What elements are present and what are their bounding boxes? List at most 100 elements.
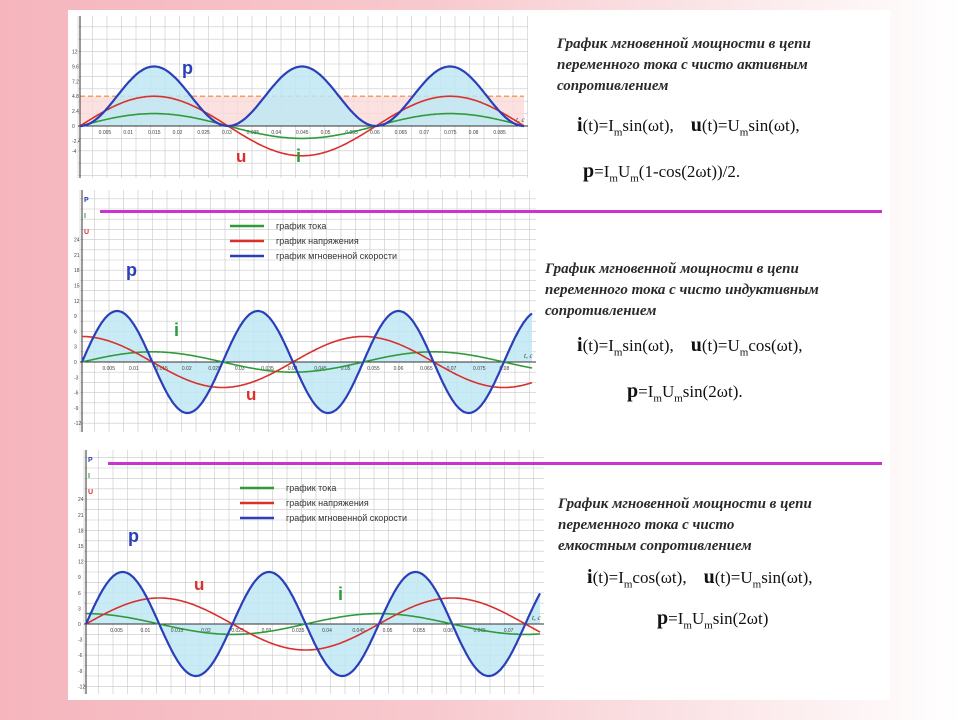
f-text: (1-cos(2ωt))/2. [638,162,741,181]
x-tick-label: 0.075 [444,130,457,136]
legend-label: график мгновенной скорости [276,251,397,261]
x-tick-label: 0.02 [173,130,183,136]
f-sub: m [653,392,662,405]
y-tick-label: -6 [74,391,79,397]
f-text: (t)=U [701,116,740,135]
f-text: U [661,382,675,401]
f-sub: m [739,346,749,359]
y-tick-label: 24 [78,497,84,503]
x-tick-label: 0.04 [271,130,281,136]
sym-i: i [577,114,583,136]
label-i: i [174,320,179,340]
x-tick-label: 0.065 [473,628,486,634]
series-line-i [81,351,533,373]
label-i: i [338,584,343,604]
desc-capacitive: График мгновенной мощности в цепи переме… [558,494,888,557]
x-tick-label: 0.05 [321,130,331,136]
title-line: График мгновенной мощности в цепи [557,36,811,52]
y-tick-label: 21 [74,253,80,259]
y-axis-series-label: U [88,489,93,496]
f-text: sin(2ωt) [712,609,769,628]
x-tick-label: 0.035 [292,628,305,634]
sym-u: u [690,114,702,136]
desc-inductive: График мгновенной мощности в цепи переме… [545,259,890,322]
formula-active-iu: i(t)=Imsin(ωt), u(t)=Umsin(ωt), [577,114,800,138]
x-tick-label: 0.055 [413,628,426,634]
f-text: (t)=U [714,568,753,587]
y-axis-series-label: P [84,197,89,204]
x-tick-label: 0.07 [504,628,514,634]
f-sub: m [630,172,639,185]
divider-line-1 [100,210,882,213]
f-sub: m [739,126,749,139]
f-sub: m [752,578,762,591]
label-u: u [194,575,204,594]
formula-active-p: p=ImUm(1-cos(2ωt))/2. [583,160,740,184]
title-line: емкостным сопротивлением [558,538,752,554]
power-fill-area [80,66,524,126]
legend-label: график тока [276,221,326,231]
y-tick-label: 6 [78,591,81,597]
x-tick-label: 0.06 [370,130,380,136]
title-line: График мгновенной мощности в цепи [545,261,799,277]
x-tick-label: 0.075 [473,366,486,372]
x-tick-label: 0.04 [288,366,298,372]
f-text: (t)=I [582,116,614,135]
f-text: sin(ωt), [748,116,800,135]
legend-label: график тока [286,483,336,493]
title-line: сопротивлением [557,78,669,94]
formula-capacitive-p: p=ImUmsin(2ωt) [657,607,768,631]
y-tick-label: -3 [74,375,79,381]
x-tick-label: 0.045 [296,130,309,136]
formula-inductive-iu: i(t)=Imsin(ωt), u(t)=Umcos(ωt), [577,334,803,358]
y-tick-label: 4.8 [72,94,79,100]
y-tick-label: -2.4 [72,139,81,145]
y-tick-label: -12 [74,421,81,427]
sym-u: u [690,334,702,356]
f-sub: m [674,392,683,405]
x-tick-label: 0.08 [500,366,510,372]
x-tick-label: 0.03 [222,130,232,136]
f-text: cos(ωt), [748,336,803,355]
y-tick-label: -3 [78,638,83,644]
label-i: i [296,146,301,166]
y-tick-label: 18 [78,528,84,534]
formula-inductive-p: p=ImUmsin(2ωt). [627,380,743,404]
f-sub: m [613,346,623,359]
divider-line-2 [108,462,882,465]
f-text: =I [638,382,654,401]
y-tick-label: 0 [74,360,77,366]
f-sub: m [609,172,618,185]
title-inductive: График мгновенной мощности в цепи переме… [545,259,890,322]
x-tick-label: 0.045 [352,628,365,634]
x-tick-label: 0.08 [469,130,479,136]
x-tick-label: 0.02 [201,628,211,634]
f-text: =I [668,609,684,628]
series-line-u [79,95,525,157]
x-tick-label: 0.055 [345,130,358,136]
y-axis-series-label: P [88,457,93,464]
f-sub: m [623,578,633,591]
chart-panel-active: -4 -2.4 0 2.4 4.8 7.2 9.6 12 0.005 0.01 0.015 0.02 0… [70,12,530,182]
f-text: sin(ωt), [622,116,674,135]
y-axis-series-label: I [84,213,86,220]
y-tick-label: 21 [78,513,84,519]
x-axis-label: t, c [524,352,533,360]
label-p: p [128,526,139,546]
f-text: cos(ωt), [632,568,687,587]
x-tick-label: 0.02 [182,366,192,372]
y-tick-label: -9 [74,406,79,412]
title-line: переменного тока с чисто индуктивным [545,282,819,298]
x-tick-label: 0.085 [493,130,506,136]
label-u: u [246,385,256,404]
x-tick-label: 0.055 [367,366,380,372]
y-tick-label: 0 [78,622,81,628]
x-axis-label: t, c [516,116,525,124]
sym-u: u [703,566,715,588]
legend-label: график напряжения [276,236,359,246]
f-text: (t)=U [701,336,740,355]
x-tick-label: 0.005 [99,130,112,136]
title-active: График мгновенной мощности в цепи переме… [557,34,887,97]
f-text: sin(ωt), [761,568,813,587]
formula-capacitive-iu: i(t)=Imcos(ωt), u(t)=Umsin(ωt), [587,566,813,590]
